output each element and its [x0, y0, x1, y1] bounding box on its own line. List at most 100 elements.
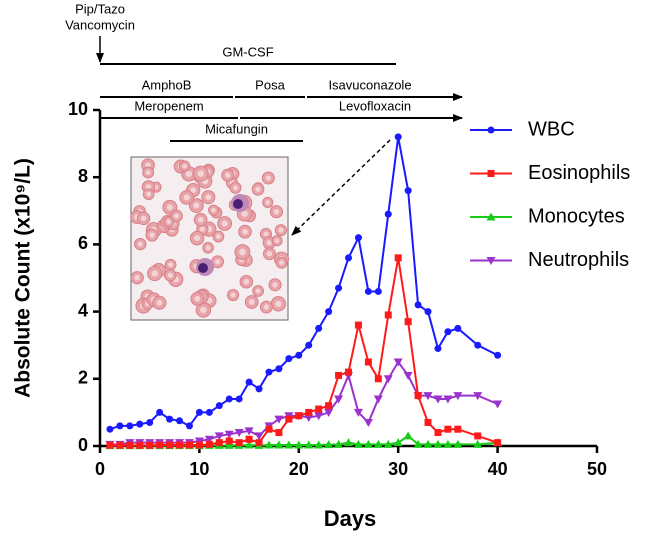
marker: [304, 440, 314, 449]
x-tick-label: 40: [488, 459, 508, 479]
y-tick-label: 2: [78, 368, 88, 388]
red-cell-center: [197, 170, 205, 177]
marker: [314, 412, 324, 421]
marker: [204, 435, 214, 444]
marker: [487, 126, 495, 134]
drug-label: GM-CSF: [222, 44, 273, 59]
x-tick-label: 50: [587, 459, 607, 479]
marker: [255, 439, 263, 447]
marker: [176, 417, 184, 425]
marker: [444, 328, 452, 336]
red-cell-center: [151, 270, 158, 277]
red-cell-center: [242, 228, 248, 235]
marker: [444, 425, 452, 433]
red-cell-center: [272, 282, 278, 288]
legend-label: Monocytes: [528, 205, 625, 227]
y-tick-label: 0: [78, 435, 88, 455]
marker: [156, 441, 164, 449]
red-cell-center: [239, 248, 246, 256]
red-cell-center: [145, 184, 152, 190]
red-cell-center: [193, 202, 200, 209]
drug-label: Micafungin: [205, 121, 268, 136]
red-cell-center: [266, 250, 273, 257]
marker: [364, 287, 372, 295]
legend-label: Neutrophils: [528, 249, 629, 271]
marker: [235, 439, 243, 447]
marker: [166, 415, 174, 423]
red-cell-center: [140, 215, 147, 222]
marker: [363, 439, 373, 448]
marker: [383, 375, 393, 384]
marker: [354, 321, 362, 329]
red-cell-center: [194, 235, 201, 242]
marker: [414, 392, 422, 400]
red-cell-center: [266, 240, 272, 246]
red-cell-center: [233, 185, 238, 191]
marker: [136, 441, 144, 449]
marker: [404, 318, 412, 326]
red-cell-center: [255, 186, 261, 192]
red-cell-center: [248, 299, 255, 305]
marker: [126, 422, 134, 430]
marker: [244, 440, 254, 449]
red-cell-center: [278, 227, 284, 233]
marker: [254, 432, 264, 441]
red-cell-center: [156, 299, 163, 306]
marker: [335, 284, 343, 292]
red-cell-center: [274, 238, 280, 243]
y-tick-label: 8: [78, 166, 88, 186]
marker: [345, 254, 352, 262]
marker: [364, 358, 372, 366]
marker: [345, 368, 352, 376]
red-cell-center: [200, 306, 207, 314]
marker: [384, 210, 392, 218]
marker: [454, 425, 462, 433]
marker: [473, 392, 483, 401]
marker: [474, 341, 482, 349]
marker: [393, 358, 403, 367]
drug-label: Vancomycin: [65, 17, 135, 32]
red-cell-center: [221, 220, 228, 227]
marker: [373, 439, 383, 448]
eosinophil-nucleus: [198, 263, 208, 273]
marker: [334, 439, 344, 448]
pointer-arrow: [291, 139, 391, 236]
red-cell-center: [197, 216, 204, 223]
red-cell-center: [168, 262, 173, 268]
marker: [363, 418, 373, 427]
marker: [116, 422, 124, 430]
marker: [245, 435, 253, 443]
marker: [215, 439, 223, 447]
x-tick-label: 20: [289, 459, 309, 479]
drug-label: AmphoB: [142, 77, 192, 92]
marker: [487, 170, 495, 177]
marker: [433, 395, 443, 404]
marker: [394, 254, 402, 262]
marker: [433, 439, 443, 448]
marker: [106, 425, 114, 433]
marker: [106, 441, 114, 449]
red-cell-center: [275, 300, 282, 308]
drug-label: Isavuconazole: [328, 77, 411, 92]
red-cell-center: [241, 210, 248, 217]
red-cell-center: [185, 170, 193, 178]
red-cell-center: [137, 241, 143, 247]
marker: [215, 402, 223, 410]
marker: [224, 430, 234, 439]
marker: [413, 439, 423, 448]
marker: [353, 439, 363, 448]
marker: [354, 234, 362, 242]
red-cell-center: [279, 260, 285, 266]
drug-label: Pip/Tazo: [75, 1, 125, 16]
marker: [434, 429, 442, 437]
marker: [403, 371, 413, 380]
marker: [166, 441, 174, 449]
red-cell-center: [265, 175, 272, 181]
marker: [335, 371, 343, 379]
red-cell-center: [265, 200, 271, 205]
red-cell-center: [194, 295, 201, 302]
marker: [185, 422, 193, 430]
marker: [324, 408, 334, 417]
marker: [116, 441, 124, 449]
